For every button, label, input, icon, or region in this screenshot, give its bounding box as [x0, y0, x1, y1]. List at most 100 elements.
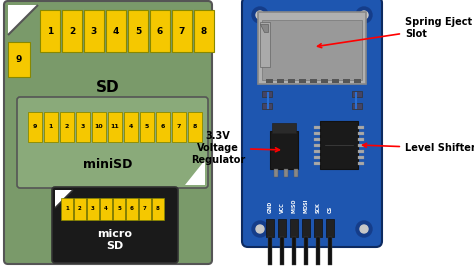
Bar [358, 162, 364, 165]
Bar [262, 91, 272, 97]
Bar [320, 121, 358, 169]
Text: 10: 10 [95, 124, 103, 130]
Text: 11: 11 [110, 124, 119, 130]
Text: SD: SD [96, 80, 120, 95]
Text: 9: 9 [33, 124, 37, 130]
Bar [274, 169, 278, 177]
Bar [28, 112, 42, 142]
Circle shape [356, 7, 372, 23]
Text: 4: 4 [129, 124, 133, 130]
Bar [60, 112, 74, 142]
Bar [352, 91, 362, 97]
Polygon shape [55, 190, 73, 208]
Bar [280, 237, 284, 265]
Bar [44, 112, 58, 142]
Bar [156, 112, 170, 142]
Bar [277, 79, 284, 83]
Text: Level Shifter: Level Shifter [363, 143, 474, 153]
Bar [266, 79, 273, 83]
Text: SCK: SCK [316, 202, 320, 213]
Bar [358, 144, 364, 147]
Bar [354, 79, 361, 83]
Bar [314, 162, 320, 165]
Bar [100, 198, 112, 220]
Bar [316, 237, 320, 265]
Text: 4: 4 [113, 27, 119, 36]
Bar [128, 10, 148, 52]
Text: 8: 8 [156, 207, 160, 211]
Bar [74, 198, 86, 220]
Text: 1: 1 [47, 27, 53, 36]
Text: miniSD: miniSD [83, 159, 133, 172]
Text: 5: 5 [117, 207, 121, 211]
Bar [290, 219, 298, 237]
Text: 6: 6 [161, 124, 165, 130]
Bar [314, 132, 320, 135]
Bar [260, 22, 270, 67]
Text: MISO: MISO [292, 198, 297, 213]
Bar [358, 156, 364, 159]
Bar [314, 219, 322, 237]
Text: 3: 3 [81, 124, 85, 130]
Text: 6: 6 [157, 27, 163, 36]
Text: 3: 3 [91, 207, 95, 211]
Text: 2: 2 [65, 124, 69, 130]
Text: 7: 7 [143, 207, 147, 211]
Text: VCC: VCC [280, 202, 284, 213]
Bar [314, 156, 320, 159]
Polygon shape [8, 5, 38, 35]
Bar [139, 198, 151, 220]
Text: GND: GND [267, 201, 273, 213]
Text: Spring Eject
Slot: Spring Eject Slot [318, 17, 472, 48]
Bar [288, 79, 295, 83]
Circle shape [256, 225, 264, 233]
Text: 4: 4 [104, 207, 108, 211]
Bar [302, 219, 310, 237]
Bar [266, 219, 274, 237]
Text: 9: 9 [16, 55, 22, 64]
Bar [108, 112, 122, 142]
Bar [326, 219, 334, 237]
Bar [272, 123, 296, 133]
Bar [62, 10, 82, 52]
Bar [87, 198, 99, 220]
Text: 7: 7 [177, 124, 181, 130]
Bar [113, 198, 125, 220]
FancyBboxPatch shape [242, 0, 382, 247]
Bar [40, 10, 60, 52]
Text: 8: 8 [201, 27, 207, 36]
Text: micro
SD: micro SD [98, 229, 133, 251]
Circle shape [256, 11, 264, 19]
Bar [352, 103, 362, 109]
FancyBboxPatch shape [4, 1, 212, 264]
Bar [124, 112, 138, 142]
Bar [61, 198, 73, 220]
FancyBboxPatch shape [52, 187, 178, 263]
Bar [188, 112, 202, 142]
Circle shape [360, 11, 368, 19]
Bar [194, 10, 214, 52]
Bar [314, 144, 320, 147]
Circle shape [360, 225, 368, 233]
Text: 2: 2 [78, 207, 82, 211]
Bar [262, 20, 362, 80]
Bar [84, 10, 104, 52]
Bar [268, 237, 272, 265]
Polygon shape [185, 160, 205, 185]
Circle shape [356, 221, 372, 237]
Bar [106, 10, 126, 52]
Circle shape [252, 221, 268, 237]
Bar [76, 112, 90, 142]
Text: 7: 7 [179, 27, 185, 36]
Text: 3.3V
Voltage
Regulator: 3.3V Voltage Regulator [191, 131, 279, 164]
Bar [343, 79, 350, 83]
Bar [358, 138, 364, 141]
Text: 2: 2 [69, 27, 75, 36]
Bar [321, 79, 328, 83]
Bar [150, 10, 170, 52]
FancyBboxPatch shape [17, 97, 208, 188]
Bar [314, 138, 320, 141]
Text: CS: CS [328, 206, 332, 213]
Text: 5: 5 [145, 124, 149, 130]
Bar [358, 150, 364, 153]
